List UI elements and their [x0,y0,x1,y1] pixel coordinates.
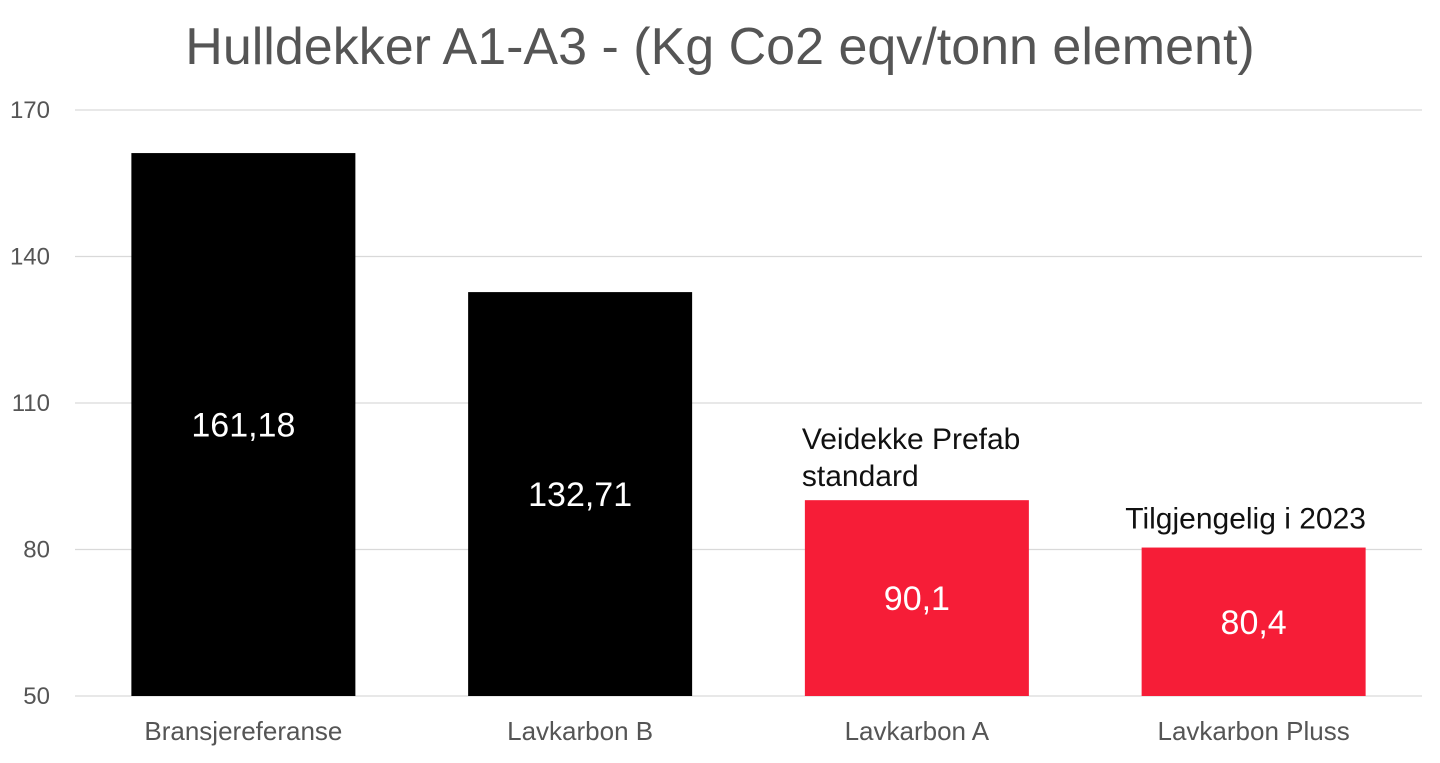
category-label: Lavkarbon B [507,716,653,746]
data-label: 132,71 [528,476,632,514]
y-tick-label: 80 [23,537,50,564]
annotation-text: Veidekke Prefab [802,423,1020,456]
data-label: 90,1 [884,580,950,618]
y-tick-label: 110 [12,390,50,417]
chart-title: Hulldekker A1-A3 - (Kg Co2 eqv/tonn elem… [185,18,1254,76]
category-label: Lavkarbon Pluss [1158,716,1350,746]
category-label: Bransjereferanse [144,716,342,746]
category-labels: Bransjereferanse Lavkarbon B Lavkarbon A La… [144,716,1349,746]
y-tick-label: 170 [10,97,50,124]
bar [804,500,1029,696]
bar [1141,547,1366,696]
bar [131,153,356,697]
y-tick-label: 140 [10,244,50,271]
bar [468,292,693,696]
annotation-text: Tilgjengelig i 2023 [1125,503,1366,536]
data-labels: 161,18 132,71 90,1 80,4 [191,407,1286,642]
annotations: Veidekke Prefab standard Tilgjengelig i 20… [802,423,1366,535]
data-label: 80,4 [1221,604,1287,642]
category-label: Lavkarbon A [845,716,990,746]
data-label: 161,18 [191,407,295,445]
y-tick-label: 50 [23,683,50,710]
annotation-text: standard [802,460,919,493]
bars [131,153,1366,697]
y-axis-ticks: 50 80 110 140 170 [10,97,50,710]
